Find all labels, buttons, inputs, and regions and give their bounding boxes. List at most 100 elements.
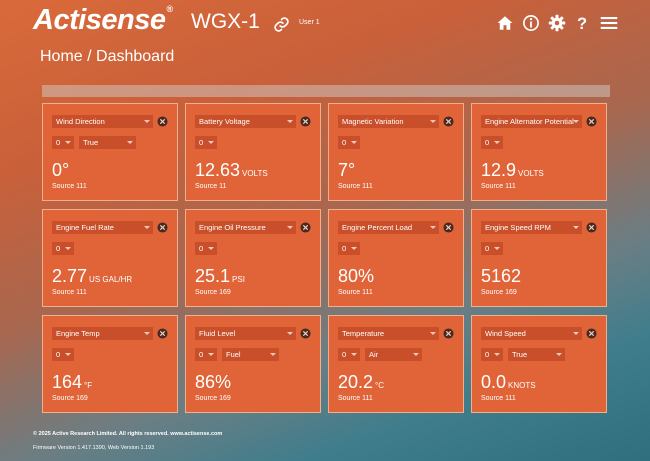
reading-value: 0.0 KNOTS xyxy=(481,372,536,392)
reading-value: 5162 xyxy=(481,266,522,286)
copyright-text: © 2025 Active Research Limited. All righ… xyxy=(33,431,223,437)
instance-select[interactable]: 0 xyxy=(481,242,503,255)
chevron-down-icon xyxy=(144,120,150,123)
instance-select[interactable]: 0 xyxy=(195,136,217,149)
instance-select[interactable]: 0 xyxy=(481,348,503,361)
dashboard-card[interactable]: Engine Fuel Rate 0 2.77 US GAL/HR Source 111 xyxy=(42,209,178,307)
close-icon[interactable] xyxy=(300,328,311,339)
source-label: Source 169 xyxy=(481,289,517,296)
pgn-select[interactable]: Temperature xyxy=(338,327,439,340)
reading-unit: US GAL/HR xyxy=(89,275,133,284)
instance-select[interactable]: 0 xyxy=(481,136,503,149)
chevron-down-icon xyxy=(430,226,436,229)
chevron-down-icon xyxy=(494,353,500,356)
reading-value: 164 °F xyxy=(52,372,93,392)
source-label: Source 111 xyxy=(52,289,87,296)
chevron-down-icon xyxy=(430,332,436,335)
dashboard-card[interactable]: Wind Direction 0 True 0° Source 111 xyxy=(42,103,178,201)
source-label: Source 169 xyxy=(195,395,231,402)
pgn-select[interactable]: Magnetic Variation xyxy=(338,115,439,128)
type-select[interactable]: Fuel xyxy=(222,348,279,361)
pgn-select[interactable]: Engine Speed RPM xyxy=(481,221,582,234)
instance-select[interactable]: 0 xyxy=(195,242,217,255)
reading-value: 86% xyxy=(195,372,232,392)
dashboard-card[interactable]: Engine Temp 0 164 °F Source 169 xyxy=(42,315,178,413)
close-icon[interactable] xyxy=(443,328,454,339)
chevron-down-icon xyxy=(351,247,357,250)
chevron-down-icon xyxy=(287,226,293,229)
close-icon[interactable] xyxy=(157,116,168,127)
reading-unit: KNOTS xyxy=(508,381,536,390)
chevron-down-icon xyxy=(270,353,276,356)
close-icon[interactable] xyxy=(586,116,597,127)
gear-icon[interactable] xyxy=(548,14,566,32)
close-icon[interactable] xyxy=(586,328,597,339)
instance-select[interactable]: 0 xyxy=(338,348,360,361)
chevron-down-icon xyxy=(351,141,357,144)
dashboard-card[interactable]: Magnetic Variation 0 7° Source 111 xyxy=(328,103,464,201)
close-icon[interactable] xyxy=(300,116,311,127)
dashboard-card[interactable]: Wind Speed 0 True 0.0 KNOTS Source 111 xyxy=(471,315,607,413)
pgn-select[interactable]: Engine Temp xyxy=(52,327,153,340)
chevron-down-icon xyxy=(413,353,419,356)
reading-unit: PSI xyxy=(232,275,245,284)
type-select[interactable]: True xyxy=(508,348,565,361)
version-text: Firmware Version 1.417.1390, Web Version… xyxy=(33,445,155,451)
close-icon[interactable] xyxy=(443,116,454,127)
chevron-down-icon xyxy=(556,353,562,356)
reading-value: 12.9 VOLTS xyxy=(481,160,544,180)
dashboard-card[interactable]: Battery Voltage 0 12.63 VOLTS Source 11 xyxy=(185,103,321,201)
type-select[interactable]: True xyxy=(79,136,136,149)
pgn-select[interactable]: Engine Alternator Potential xyxy=(481,115,582,128)
info-icon[interactable] xyxy=(522,14,540,32)
chevron-down-icon xyxy=(208,141,214,144)
dashboard-card[interactable]: Engine Percent Load 0 80% Source 111 xyxy=(328,209,464,307)
chevron-down-icon xyxy=(65,141,71,144)
pgn-select[interactable]: Battery Voltage xyxy=(195,115,296,128)
chevron-down-icon xyxy=(573,332,579,335)
pgn-select[interactable]: Fluid Level xyxy=(195,327,296,340)
instance-select[interactable]: 0 xyxy=(52,348,74,361)
pgn-select[interactable]: Engine Percent Load xyxy=(338,221,439,234)
dashboard-card[interactable]: Engine Oil Pressure 0 25.1 PSI Source 169 xyxy=(185,209,321,307)
dashboard-card[interactable]: Temperature 0 Air 20.2 °C Source 111 xyxy=(328,315,464,413)
close-icon[interactable] xyxy=(157,328,168,339)
help-icon[interactable]: ? xyxy=(573,14,591,32)
reading-unit: °C xyxy=(375,381,385,390)
breadcrumb: Home / Dashboard xyxy=(40,48,175,65)
source-label: Source 111 xyxy=(52,183,87,190)
link-icon[interactable] xyxy=(273,16,290,33)
pgn-select[interactable]: Wind Direction xyxy=(52,115,153,128)
source-label: Source 111 xyxy=(481,183,516,190)
menu-icon[interactable] xyxy=(598,14,620,32)
reading-unit: °F xyxy=(84,381,93,390)
close-icon[interactable] xyxy=(157,222,168,233)
chevron-down-icon xyxy=(430,120,436,123)
chevron-down-icon xyxy=(351,353,357,356)
device-name: WGX-1 xyxy=(191,10,260,33)
pgn-select[interactable]: Engine Fuel Rate xyxy=(52,221,153,234)
type-select[interactable]: Air xyxy=(365,348,422,361)
chevron-down-icon xyxy=(573,226,579,229)
reading-value: 25.1 PSI xyxy=(195,266,245,286)
close-icon[interactable] xyxy=(443,222,454,233)
chevron-down-icon xyxy=(127,141,133,144)
close-icon[interactable] xyxy=(300,222,311,233)
pgn-select[interactable]: Engine Oil Pressure xyxy=(195,221,296,234)
dashboard-card[interactable]: Engine Speed RPM 0 5162 Source 169 xyxy=(471,209,607,307)
dashboard-card[interactable]: Engine Alternator Potential 0 12.9 VOLTS Sou… xyxy=(471,103,607,201)
reading-value: 2.77 US GAL/HR xyxy=(52,266,133,286)
instance-select[interactable]: 0 xyxy=(195,348,217,361)
instance-select[interactable]: 0 xyxy=(52,136,74,149)
brand-logo: Actisense® xyxy=(33,4,173,36)
instance-select[interactable]: 0 xyxy=(338,136,360,149)
instance-select[interactable]: 0 xyxy=(52,242,74,255)
user-label[interactable]: User 1 xyxy=(299,19,320,26)
chevron-down-icon xyxy=(494,247,500,250)
instance-select[interactable]: 0 xyxy=(338,242,360,255)
home-icon[interactable] xyxy=(496,14,514,32)
dashboard-card[interactable]: Fluid Level 0 Fuel 86% Source 169 xyxy=(185,315,321,413)
reading-value: 80% xyxy=(338,266,375,286)
pgn-select[interactable]: Wind Speed xyxy=(481,327,582,340)
close-icon[interactable] xyxy=(586,222,597,233)
